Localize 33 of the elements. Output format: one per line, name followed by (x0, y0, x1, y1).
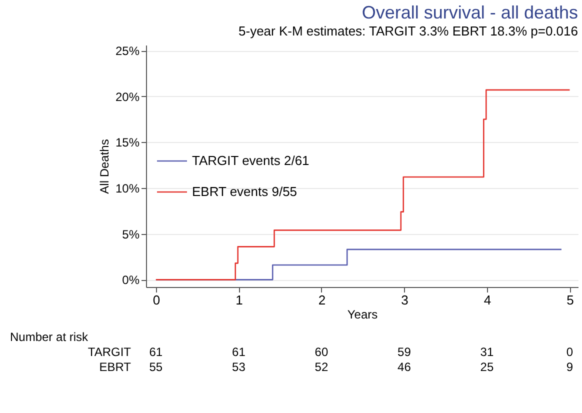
y-tick-label: 0% (122, 273, 140, 288)
x-tick-label: 0 (152, 292, 160, 308)
text: 0 (566, 345, 574, 359)
y-axis-title: All Deaths (97, 139, 112, 194)
text: 25 (480, 360, 494, 374)
text: Number at risk (10, 330, 90, 344)
text: 31 (480, 345, 494, 359)
x-axis-title: Years (347, 308, 378, 322)
text: 59 (398, 345, 412, 359)
chart-subtitle: 5-year K-M estimates: TARGIT 3.3% EBRT 18.3% p=0.016 (238, 24, 578, 38)
text: 9 (566, 360, 574, 374)
text: 61 (149, 345, 163, 359)
chart-title: Overall survival - all deaths (362, 2, 578, 22)
x-tick-label: 5 (566, 292, 574, 308)
text: 52 (314, 360, 328, 374)
text: 53 (232, 360, 246, 374)
legend-label: TARGIT events 2/61 (192, 153, 310, 168)
x-tick-label: 4 (484, 292, 492, 308)
text: 46 (398, 360, 412, 374)
x-tick-label: 1 (236, 292, 243, 308)
y-tick-label: 25% (115, 44, 140, 58)
y-tick-label: 10% (115, 182, 140, 196)
text: 61 (232, 345, 246, 359)
y-tick-label: 15% (115, 136, 140, 150)
text: 60 (314, 345, 328, 359)
text: EBRT (99, 360, 132, 374)
legend-label: EBRT events 9/55 (192, 184, 298, 199)
x-tick-label: 2 (318, 292, 326, 308)
y-tick-label: 5% (122, 227, 140, 242)
text: 55 (149, 360, 163, 374)
y-tick-label: 20% (115, 90, 140, 104)
x-tick-label: 3 (401, 292, 408, 308)
text: TARGIT (88, 345, 132, 359)
